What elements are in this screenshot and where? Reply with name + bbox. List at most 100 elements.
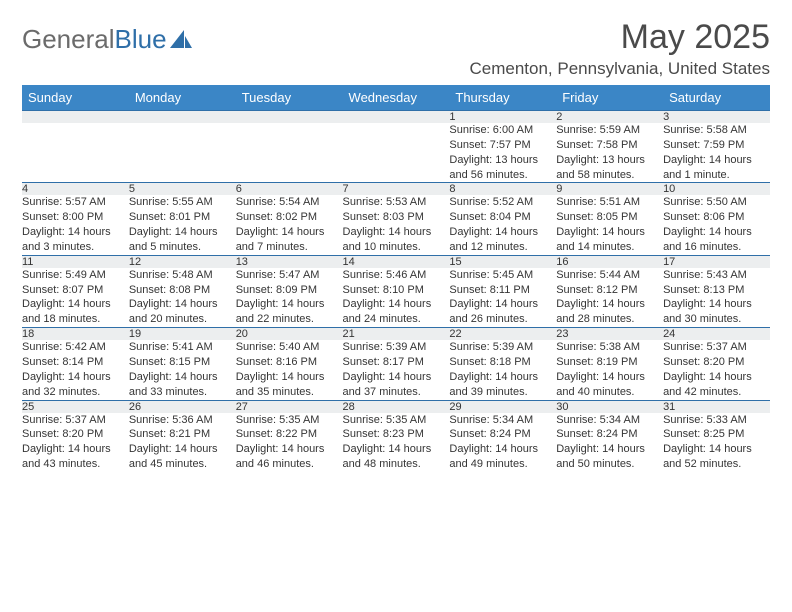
day-number: 8 (449, 183, 556, 196)
sunrise-text: Sunrise: 5:41 AM (129, 340, 236, 355)
day-cell (236, 123, 343, 183)
logo-text-gray: General (22, 24, 115, 55)
daylight-text: Daylight: 14 hours (449, 297, 556, 312)
sunrise-text: Sunrise: 5:34 AM (449, 413, 556, 428)
sunset-text: Sunset: 8:09 PM (236, 283, 343, 298)
sunset-text: Sunset: 8:03 PM (343, 210, 450, 225)
page-title: May 2025 (469, 18, 770, 57)
day-number: 30 (556, 400, 663, 413)
logo-sail-icon (170, 30, 192, 50)
sunset-text: Sunset: 7:58 PM (556, 138, 663, 153)
sunset-text: Sunset: 7:59 PM (663, 138, 770, 153)
daynum-row: 25262728293031 (22, 400, 770, 413)
sunset-text: Sunset: 8:23 PM (343, 427, 450, 442)
sunrise-text: Sunrise: 6:00 AM (449, 123, 556, 138)
daylight-text: and 24 minutes. (343, 312, 450, 327)
sunrise-text: Sunrise: 5:37 AM (663, 340, 770, 355)
day-number: 9 (556, 183, 663, 196)
sunrise-text: Sunrise: 5:50 AM (663, 195, 770, 210)
sunrise-text: Sunrise: 5:35 AM (236, 413, 343, 428)
day-cell: Sunrise: 5:53 AMSunset: 8:03 PMDaylight:… (343, 195, 450, 255)
weekday-header: Tuesday (236, 85, 343, 111)
day-number: 27 (236, 400, 343, 413)
daylight-text: Daylight: 14 hours (449, 370, 556, 385)
sunset-text: Sunset: 8:02 PM (236, 210, 343, 225)
day-number (129, 111, 236, 124)
sunset-text: Sunset: 8:18 PM (449, 355, 556, 370)
detail-row: Sunrise: 6:00 AMSunset: 7:57 PMDaylight:… (22, 123, 770, 183)
daylight-text: and 45 minutes. (129, 457, 236, 472)
day-cell: Sunrise: 5:59 AMSunset: 7:58 PMDaylight:… (556, 123, 663, 183)
daylight-text: Daylight: 14 hours (343, 297, 450, 312)
day-number: 17 (663, 255, 770, 268)
sunrise-text: Sunrise: 5:54 AM (236, 195, 343, 210)
sunset-text: Sunset: 8:15 PM (129, 355, 236, 370)
daylight-text: and 12 minutes. (449, 240, 556, 255)
daylight-text: and 3 minutes. (22, 240, 129, 255)
sunrise-text: Sunrise: 5:51 AM (556, 195, 663, 210)
sunset-text: Sunset: 8:05 PM (556, 210, 663, 225)
weekday-header-row: Sunday Monday Tuesday Wednesday Thursday… (22, 85, 770, 111)
sunset-text: Sunset: 8:04 PM (449, 210, 556, 225)
daylight-text: Daylight: 14 hours (236, 370, 343, 385)
day-cell: Sunrise: 5:34 AMSunset: 8:24 PMDaylight:… (556, 413, 663, 472)
day-cell: Sunrise: 5:34 AMSunset: 8:24 PMDaylight:… (449, 413, 556, 472)
sunrise-text: Sunrise: 5:44 AM (556, 268, 663, 283)
day-number: 22 (449, 328, 556, 341)
sunrise-text: Sunrise: 5:47 AM (236, 268, 343, 283)
daylight-text: Daylight: 14 hours (22, 370, 129, 385)
sunset-text: Sunset: 8:16 PM (236, 355, 343, 370)
day-cell: Sunrise: 6:00 AMSunset: 7:57 PMDaylight:… (449, 123, 556, 183)
day-number: 12 (129, 255, 236, 268)
detail-row: Sunrise: 5:42 AMSunset: 8:14 PMDaylight:… (22, 340, 770, 400)
daylight-text: and 48 minutes. (343, 457, 450, 472)
day-cell: Sunrise: 5:37 AMSunset: 8:20 PMDaylight:… (663, 340, 770, 400)
sunrise-text: Sunrise: 5:37 AM (22, 413, 129, 428)
daylight-text: and 26 minutes. (449, 312, 556, 327)
day-cell: Sunrise: 5:35 AMSunset: 8:23 PMDaylight:… (343, 413, 450, 472)
sunset-text: Sunset: 8:20 PM (22, 427, 129, 442)
header: GeneralBlue May 2025 Cementon, Pennsylva… (22, 18, 770, 79)
daylight-text: Daylight: 14 hours (129, 225, 236, 240)
daylight-text: Daylight: 14 hours (663, 370, 770, 385)
day-cell: Sunrise: 5:40 AMSunset: 8:16 PMDaylight:… (236, 340, 343, 400)
daylight-text: and 37 minutes. (343, 385, 450, 400)
daylight-text: Daylight: 14 hours (129, 442, 236, 457)
sunrise-text: Sunrise: 5:34 AM (556, 413, 663, 428)
daylight-text: Daylight: 14 hours (22, 225, 129, 240)
title-block: May 2025 Cementon, Pennsylvania, United … (469, 18, 770, 79)
daylight-text: Daylight: 14 hours (556, 225, 663, 240)
day-cell (22, 123, 129, 183)
sunrise-text: Sunrise: 5:46 AM (343, 268, 450, 283)
sunset-text: Sunset: 8:24 PM (449, 427, 556, 442)
sunrise-text: Sunrise: 5:36 AM (129, 413, 236, 428)
day-cell: Sunrise: 5:54 AMSunset: 8:02 PMDaylight:… (236, 195, 343, 255)
day-cell: Sunrise: 5:36 AMSunset: 8:21 PMDaylight:… (129, 413, 236, 472)
day-cell: Sunrise: 5:55 AMSunset: 8:01 PMDaylight:… (129, 195, 236, 255)
day-number: 5 (129, 183, 236, 196)
daylight-text: and 20 minutes. (129, 312, 236, 327)
day-cell: Sunrise: 5:48 AMSunset: 8:08 PMDaylight:… (129, 268, 236, 328)
daylight-text: and 33 minutes. (129, 385, 236, 400)
day-cell: Sunrise: 5:50 AMSunset: 8:06 PMDaylight:… (663, 195, 770, 255)
daylight-text: and 22 minutes. (236, 312, 343, 327)
daylight-text: Daylight: 14 hours (556, 442, 663, 457)
sunset-text: Sunset: 8:24 PM (556, 427, 663, 442)
daylight-text: Daylight: 14 hours (556, 297, 663, 312)
daynum-row: 18192021222324 (22, 328, 770, 341)
sunrise-text: Sunrise: 5:58 AM (663, 123, 770, 138)
day-number: 4 (22, 183, 129, 196)
sunset-text: Sunset: 8:17 PM (343, 355, 450, 370)
sunset-text: Sunset: 8:08 PM (129, 283, 236, 298)
weekday-header: Friday (556, 85, 663, 111)
daylight-text: Daylight: 14 hours (663, 225, 770, 240)
day-cell: Sunrise: 5:45 AMSunset: 8:11 PMDaylight:… (449, 268, 556, 328)
daynum-row: 123 (22, 111, 770, 124)
sunrise-text: Sunrise: 5:38 AM (556, 340, 663, 355)
sunset-text: Sunset: 8:01 PM (129, 210, 236, 225)
sunrise-text: Sunrise: 5:39 AM (449, 340, 556, 355)
day-cell: Sunrise: 5:49 AMSunset: 8:07 PMDaylight:… (22, 268, 129, 328)
sunrise-text: Sunrise: 5:43 AM (663, 268, 770, 283)
sunset-text: Sunset: 8:07 PM (22, 283, 129, 298)
sunset-text: Sunset: 8:00 PM (22, 210, 129, 225)
